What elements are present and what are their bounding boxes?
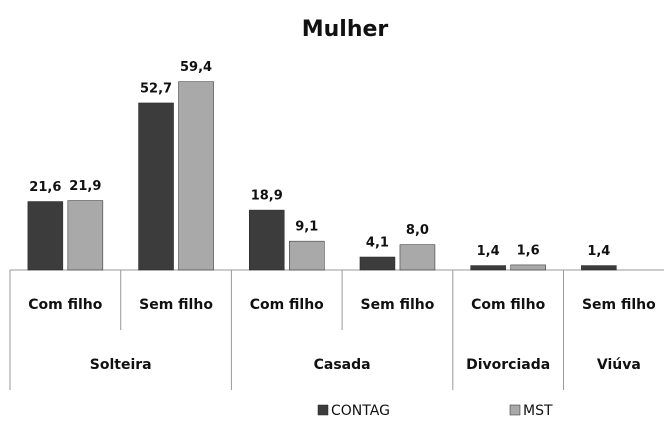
value-label: 21,9 [69, 179, 101, 194]
legend-label: CONTAG [331, 403, 390, 419]
bar [510, 264, 546, 271]
bar [67, 200, 104, 271]
bar [138, 102, 174, 271]
value-label: 1,4 [477, 244, 500, 259]
x-tick-label: Sem filho [582, 297, 656, 313]
value-label: 1,4 [587, 244, 610, 259]
chart-title: Mulher [302, 17, 389, 42]
value-label: 21,6 [29, 180, 61, 195]
value-label: 8,0 [406, 223, 429, 238]
group-label: Viúva [597, 357, 641, 373]
x-tick-label: Com filho [28, 297, 102, 313]
bar [178, 81, 214, 271]
bar [27, 201, 64, 271]
value-label: 4,1 [366, 236, 389, 251]
bar [359, 256, 396, 271]
bar [470, 265, 506, 271]
value-label: 18,9 [251, 189, 283, 204]
group-label: Solteira [90, 357, 152, 373]
group-label: Casada [314, 357, 371, 373]
x-tick-label: Com filho [471, 297, 545, 313]
value-label: 9,1 [295, 220, 318, 235]
bar [289, 240, 325, 271]
legend-swatch [317, 404, 329, 416]
value-label: 52,7 [140, 81, 172, 96]
value-label: 1,6 [517, 243, 540, 258]
bar [581, 265, 617, 271]
x-tick-label: Sem filho [139, 297, 213, 313]
value-label: 59,4 [180, 60, 212, 75]
x-tick-label: Com filho [250, 297, 324, 313]
bar [249, 209, 285, 271]
group-label: Divorciada [466, 357, 550, 373]
legend-swatch [509, 404, 521, 416]
legend-label: MST [523, 403, 553, 419]
bar [399, 244, 436, 271]
x-tick-label: Sem filho [361, 297, 435, 313]
